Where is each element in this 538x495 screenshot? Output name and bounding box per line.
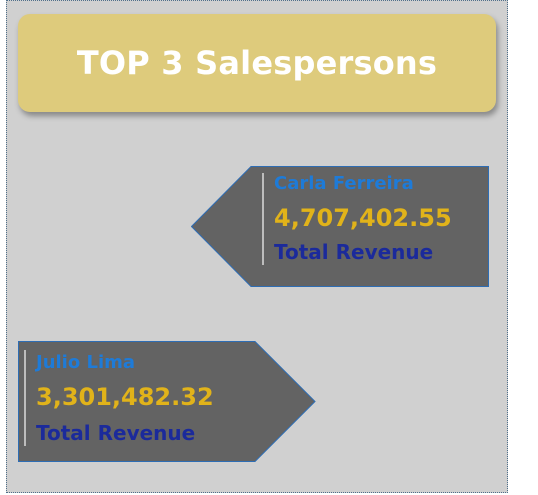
card-divider: [24, 350, 26, 446]
revenue-value: 3,301,482.32: [36, 383, 214, 411]
title-banner: TOP 3 Salespersons: [18, 14, 496, 112]
salesperson-name: Carla Ferreira: [274, 173, 414, 194]
salesperson-name: Julio Lima: [36, 352, 136, 373]
right-arrow-card-shape: [18, 341, 316, 462]
revenue-value: 4,707,402.55: [274, 204, 452, 232]
left-arrow-card-shape: [191, 166, 489, 287]
salesperson-card-carla-ferreira[interactable]: Carla Ferreira 4,707,402.55 Total Revenu…: [191, 166, 489, 287]
salesperson-card-julio-lima[interactable]: Julio Lima 3,301,482.32 Total Revenue: [18, 341, 316, 462]
card-divider: [262, 173, 264, 265]
metric-label: Total Revenue: [274, 240, 434, 264]
metric-label: Total Revenue: [36, 421, 196, 445]
page-title: TOP 3 Salespersons: [76, 44, 438, 82]
